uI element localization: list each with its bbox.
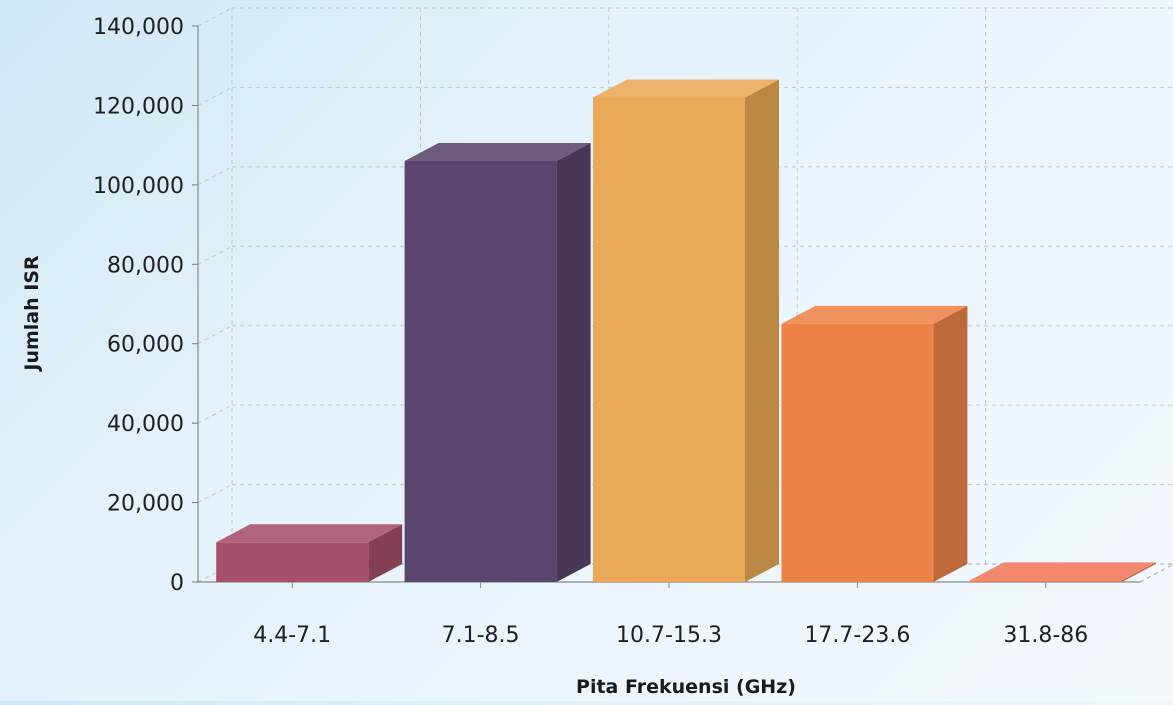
gridline-depth (197, 166, 233, 186)
x-tick-label: 4.4-7.1 (253, 623, 331, 648)
bar-side-face (745, 79, 779, 582)
gridline-depth (197, 86, 233, 106)
bar-7.1-8.5 (404, 143, 591, 582)
y-tick-label: 140,000 (93, 15, 184, 40)
x-tick-label: 31.8-86 (1003, 623, 1088, 648)
bar-top-face (969, 562, 1156, 581)
x-tick-label: 17.7-23.6 (804, 623, 910, 648)
gridline-depth (197, 325, 233, 345)
bar-front-face (969, 580, 1122, 582)
y-tick-label: 20,000 (107, 492, 184, 517)
bar-side-face (933, 305, 968, 582)
y-tick-label: 40,000 (107, 412, 184, 437)
bar-front-face (593, 97, 745, 582)
x-tick-label: 10.7-15.3 (616, 623, 722, 648)
bar-front-face (216, 542, 369, 582)
y-axis-title: Jumlah ISR (21, 255, 43, 373)
bar-top-face (216, 524, 403, 543)
x-tick-labels: 4.4-7.1 7.1-8.5 10.7-15.3 17.7-23.6 31.8-86 (253, 623, 1088, 648)
bar-top-face (781, 305, 968, 324)
y-tick-label: 60,000 (107, 333, 184, 358)
bar-top-face (404, 143, 591, 162)
bar-17.7-23.6 (781, 305, 968, 582)
bar-side-face (556, 143, 591, 582)
y-tick-label: 80,000 (107, 253, 184, 278)
bar-front-face (404, 161, 557, 582)
bar-front-face (781, 323, 934, 582)
x-axis-title: Pita Frekuensi (GHz) (576, 676, 796, 698)
gridline-depth (197, 404, 233, 424)
floor-right-edge (1139, 563, 1173, 583)
bars (216, 79, 1156, 582)
bar-side-face (368, 524, 403, 582)
y-tick-label: 120,000 (93, 94, 184, 119)
bar-4.4-7.1 (216, 524, 403, 582)
bar-10.7-15.3 (593, 79, 779, 582)
y-tick-label: 0 (170, 571, 184, 596)
y-tick-label: 100,000 (93, 174, 184, 199)
bar-top-face (593, 79, 779, 98)
gridline-depth (197, 245, 233, 265)
gridline-depth (197, 484, 233, 504)
bar-31.8-86 (969, 562, 1156, 582)
y-tick-labels: 0 20,000 40,000 60,000 80,000 100,000 120,000 1… (93, 15, 184, 596)
gridline-depth (197, 7, 233, 27)
bar-side-face (1121, 562, 1156, 582)
x-tick-label: 7.1-8.5 (442, 623, 520, 648)
